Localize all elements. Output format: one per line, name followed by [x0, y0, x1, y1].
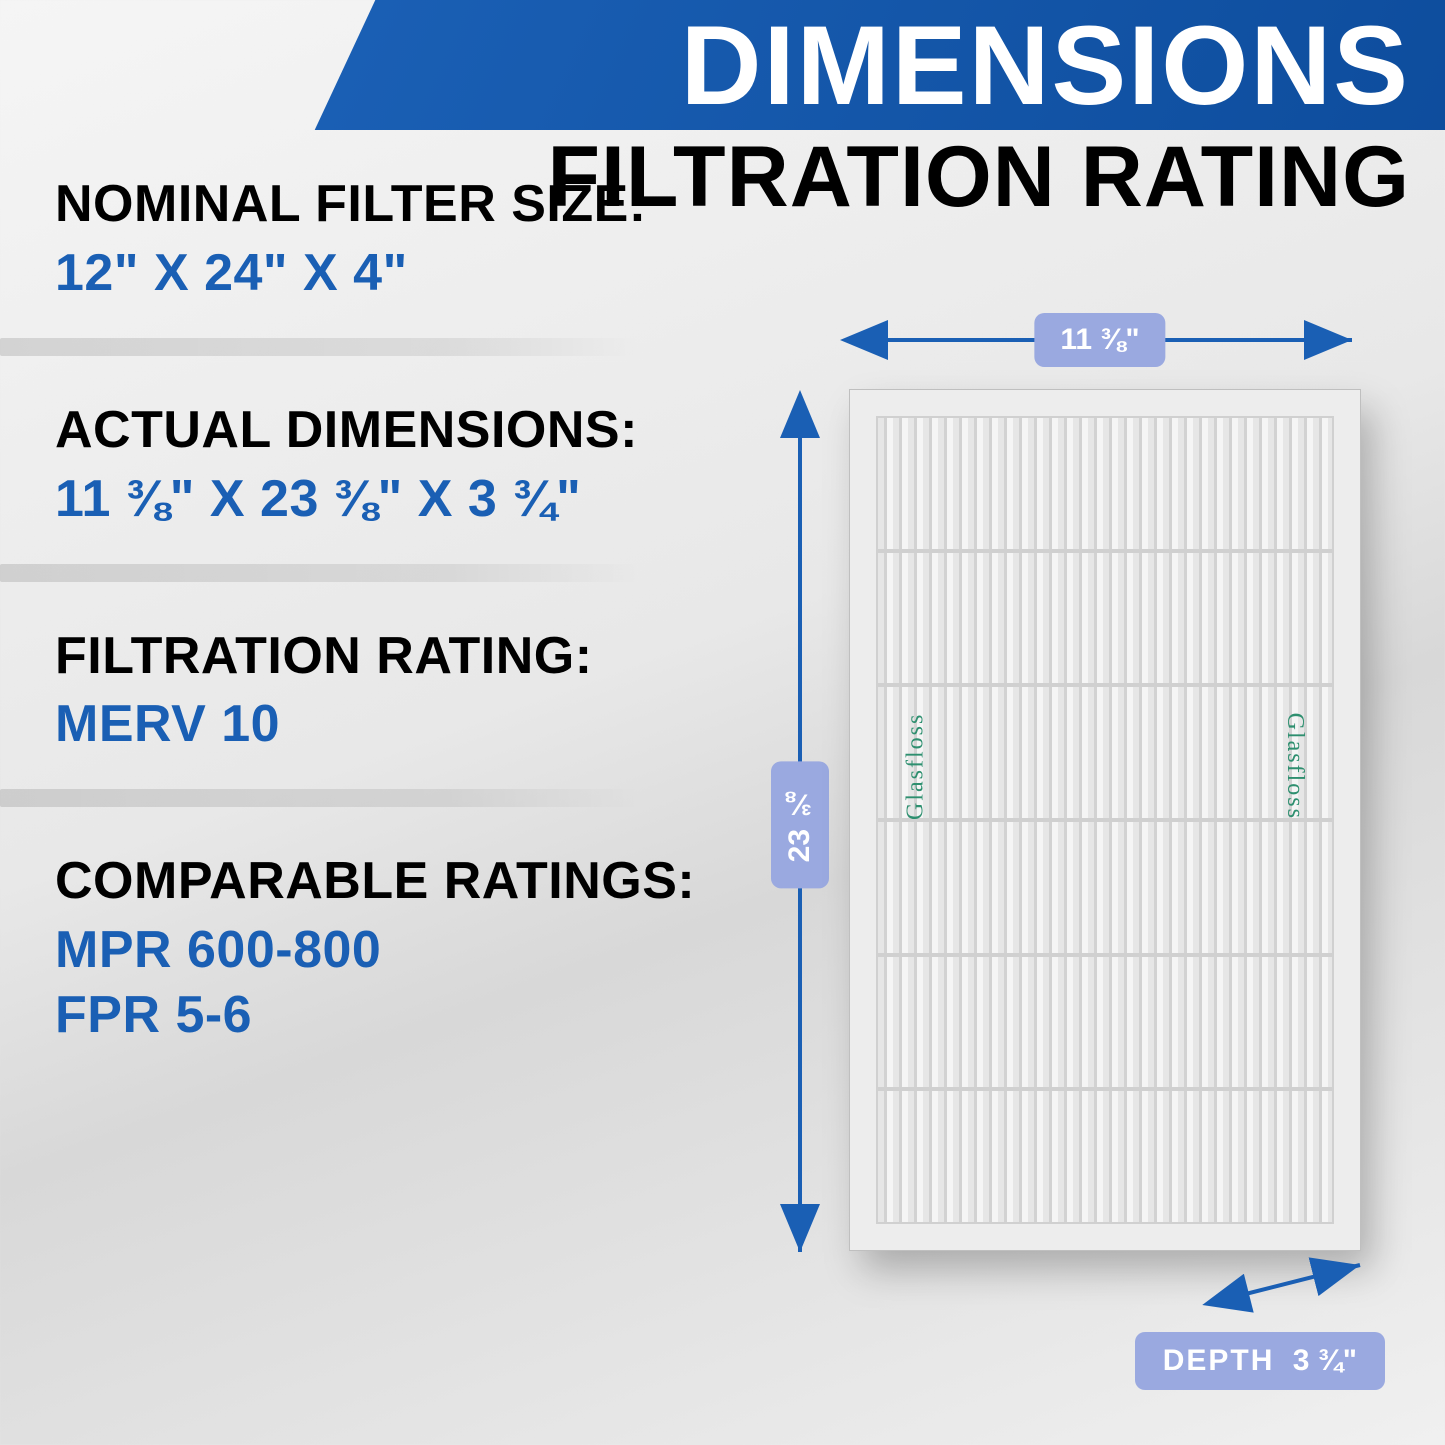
spec-block-actual: ACTUAL DIMENSIONS: 11 ⅜" X 23 ⅜" X 3 ¾" — [0, 356, 720, 582]
filter-pleat-row — [876, 416, 1334, 551]
spec-block-rating: FILTRATION RATING: MERV 10 — [0, 582, 720, 808]
filter-diagram: 11 ⅜" 23 ⅜ Glasfloss Glasfloss DEPTH 3 ¾… — [750, 290, 1390, 1410]
height-dimension-pill: 23 ⅜ — [771, 762, 829, 889]
filter-pleat-row — [876, 820, 1334, 955]
specs-column: NOMINAL FILTER SIZE: 12" X 24" X 4" ACTU… — [0, 130, 720, 1098]
filter-pleat-row — [876, 955, 1334, 1090]
filter-pleat-row — [876, 1089, 1334, 1224]
spec-label: FILTRATION RATING: — [55, 627, 720, 687]
spec-value: MPR 600-800 FPR 5-6 — [55, 918, 720, 1048]
width-dimension-arrow: 11 ⅜" — [840, 320, 1360, 360]
depth-dimension-arrow — [1185, 1255, 1385, 1315]
filter-brand-label: Glasfloss — [1281, 713, 1308, 820]
header-title: DIMENSIONS — [681, 0, 1410, 130]
spec-label: ACTUAL DIMENSIONS: — [55, 401, 720, 461]
depth-value: 3 ¾" — [1293, 1344, 1357, 1377]
depth-label: DEPTH — [1163, 1344, 1275, 1377]
spec-value: 11 ⅜" X 23 ⅜" X 3 ¾" — [55, 467, 720, 532]
spec-label: NOMINAL FILTER SIZE: — [55, 175, 720, 235]
spec-block-nominal: NOMINAL FILTER SIZE: 12" X 24" X 4" — [0, 130, 720, 356]
filter-pleat-row — [876, 551, 1334, 686]
filter-pleat-row — [876, 685, 1334, 820]
spec-label: COMPARABLE RATINGS: — [55, 852, 720, 912]
filter-product-graphic: Glasfloss Glasfloss — [850, 390, 1360, 1250]
filter-brand-label: Glasfloss — [903, 713, 930, 820]
spec-block-comparable: COMPARABLE RATINGS: MPR 600-800 FPR 5-6 — [0, 807, 720, 1098]
height-dimension-arrow: 23 ⅜ — [780, 390, 820, 1260]
width-dimension-pill: 11 ⅜" — [1034, 313, 1165, 367]
depth-dimension-pill: DEPTH 3 ¾" — [1135, 1332, 1385, 1390]
spec-value: 12" X 24" X 4" — [55, 241, 720, 306]
spec-value: MERV 10 — [55, 692, 720, 757]
